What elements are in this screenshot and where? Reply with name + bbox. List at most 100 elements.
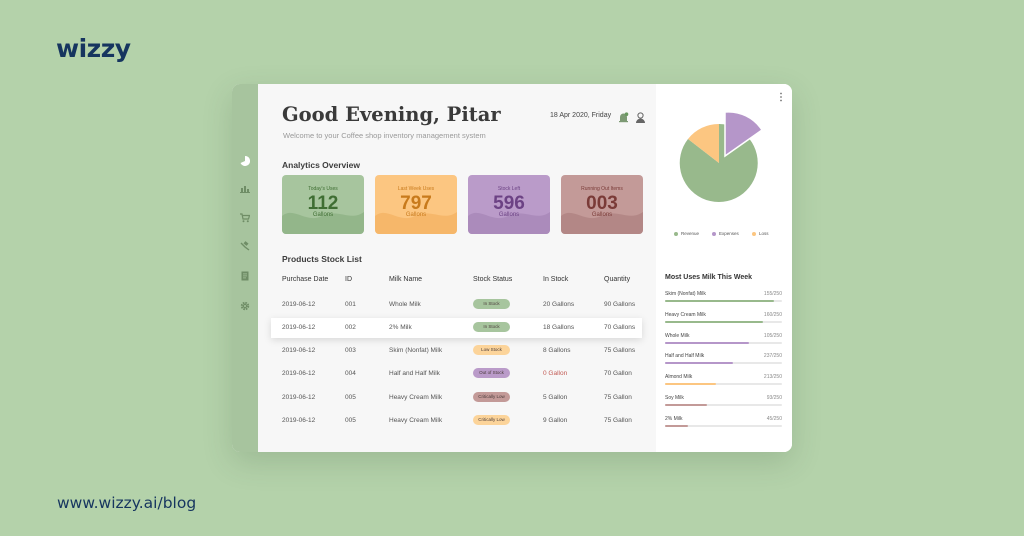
card-wave [375, 212, 457, 234]
app-window: Good Evening, Pitar Welcome to your Coff… [232, 84, 792, 452]
usage-fill [665, 383, 717, 386]
usage-item: Soy Milk 93/250 [665, 395, 782, 409]
card-label: Today's Uses [308, 186, 338, 192]
usage-label: Half and Half Milk [665, 353, 705, 360]
table-row[interactable]: 2019-06-12 004 Half and Half Milk 0 Gallon 7… [271, 364, 642, 384]
status-badge: In Stock [473, 299, 510, 309]
delivery-icon[interactable] [240, 241, 250, 251]
cell-date: 2019-06-12 [282, 394, 316, 401]
usage-item: Almond Milk 213/250 [665, 374, 782, 388]
profile-icon[interactable] [635, 110, 646, 123]
card-unit: Gallons [591, 212, 613, 218]
card-label: Last Week Uses [397, 186, 435, 192]
pie-chart [679, 111, 764, 202]
cart-icon[interactable] [240, 213, 250, 223]
sidebar [232, 84, 258, 452]
pie-chart-icon[interactable] [240, 156, 250, 166]
cell-in-stock: 8 Gallons [543, 347, 571, 354]
notification-icon[interactable] [618, 110, 629, 123]
cell-in-stock: 18 Gallons [543, 324, 575, 331]
col-in-stock: In Stock [543, 276, 569, 283]
cell-date: 2019-06-12 [282, 324, 316, 331]
stock-list-title: Products Stock List [282, 254, 362, 264]
usage-item: Half and Half Milk 237/250 [665, 353, 782, 367]
usage-track [665, 362, 782, 365]
usage-fill [665, 300, 774, 302]
cell-qty: 70 Gallon [604, 370, 632, 377]
stat-card[interactable]: Today's Uses 112 Gallons [282, 175, 364, 234]
status-badge: Critically Low [473, 392, 510, 402]
bar-chart-icon[interactable] [240, 183, 250, 193]
cell-name: Skim (Nonfat) Milk [389, 347, 443, 354]
usage-value: 45/250 [766, 415, 782, 422]
cell-date: 2019-06-12 [282, 347, 316, 354]
cell-qty: 90 Gallons [604, 301, 636, 308]
cell-id: 005 [345, 417, 356, 424]
cell-qty: 75 Gallon [604, 417, 632, 424]
card-value: 596 [493, 193, 525, 214]
cell-id: 002 [345, 324, 356, 331]
cell-date: 2019-06-12 [282, 301, 316, 308]
col-milk-name: Milk Name [389, 276, 423, 283]
table-row[interactable]: 2019-06-12 005 Heavy Cream Milk 5 Gallon 75 … [271, 388, 642, 408]
usage-fill [665, 424, 689, 427]
card-label: Stock Left [497, 186, 521, 192]
status-badge: Critically Low [473, 415, 510, 425]
usage-value: 93/250 [766, 395, 782, 401]
usage-label: Skim (Nonfat) Milk [665, 291, 706, 297]
table-row[interactable]: 2019-06-12 005 Heavy Cream Milk 9 Gallon 75 … [271, 411, 642, 431]
greeting-title: Good Evening, Pitar [282, 103, 501, 126]
document-icon[interactable] [240, 271, 250, 281]
usage-track [665, 404, 782, 406]
brand-url: www.wizzy.ai/blog [57, 494, 197, 512]
card-unit: Gallons [498, 212, 520, 218]
pie-slice-expenses [724, 111, 764, 158]
cell-qty: 75 Gallon [604, 394, 632, 401]
brand-logo: wizzy [56, 34, 131, 63]
usage-fill [665, 362, 733, 365]
usage-value: 105/250 [763, 332, 782, 339]
more-options-icon[interactable] [779, 92, 783, 102]
usage-track [665, 300, 782, 302]
card-unit: Gallons [312, 212, 334, 218]
table-row[interactable]: 2019-06-12 002 2% Milk 18 Gallons 70 Gallons… [271, 318, 642, 338]
table-row[interactable]: 2019-06-12 001 Whole Milk 20 Gallons 90 Gall… [271, 295, 642, 315]
current-date: 18 Apr 2020, Friday [550, 112, 612, 119]
usage-label: Almond Milk [665, 374, 693, 381]
card-value: 797 [400, 193, 432, 214]
cell-in-stock: 20 Gallons [543, 301, 575, 308]
legend-revenue: Revenue [674, 231, 699, 236]
card-unit: Gallons [405, 212, 427, 218]
usage-fill [665, 341, 750, 344]
cell-date: 2019-06-12 [282, 417, 316, 424]
col-stock-status: Stock Status [473, 276, 513, 283]
cell-name: 2% Milk [389, 324, 412, 331]
card-label: Running Out Items [581, 186, 623, 192]
cell-qty: 70 Gallons [604, 324, 636, 331]
cell-in-stock: 0 Gallon [543, 370, 568, 377]
table-row[interactable]: 2019-06-12 003 Skim (Nonfat) Milk 8 Gallons… [271, 341, 642, 361]
usage-fill [665, 320, 764, 323]
usage-label: Heavy Cream Milk [665, 311, 706, 318]
stat-card[interactable]: Stock Left 596 Gallons [468, 175, 550, 234]
stat-card[interactable]: Last Week Uses 797 Gallons [375, 175, 457, 234]
card-wave [468, 212, 550, 234]
cell-in-stock: 5 Gallon [543, 394, 568, 401]
cell-id: 005 [345, 394, 356, 401]
cell-name: Heavy Cream Milk [389, 417, 443, 424]
cell-id: 003 [345, 347, 356, 354]
usage-label: 2% Milk [665, 415, 683, 422]
usage-value: 160/250 [763, 311, 782, 318]
settings-icon[interactable] [240, 301, 250, 311]
col-purchase-date: Purchase Date [282, 276, 329, 283]
card-wave [561, 212, 643, 234]
usage-label: Whole Milk [665, 332, 690, 339]
status-badge: Out of Stock [473, 368, 510, 378]
card-value: 112 [307, 193, 339, 214]
analytics-title: Analytics Overview [282, 160, 360, 170]
usage-track [665, 424, 782, 427]
stat-card[interactable]: Running Out Items 003 Gallons [561, 175, 643, 234]
cell-date: 2019-06-12 [282, 370, 316, 377]
usage-value: 213/250 [763, 374, 782, 381]
legend-expenses: Expenses [712, 231, 739, 236]
